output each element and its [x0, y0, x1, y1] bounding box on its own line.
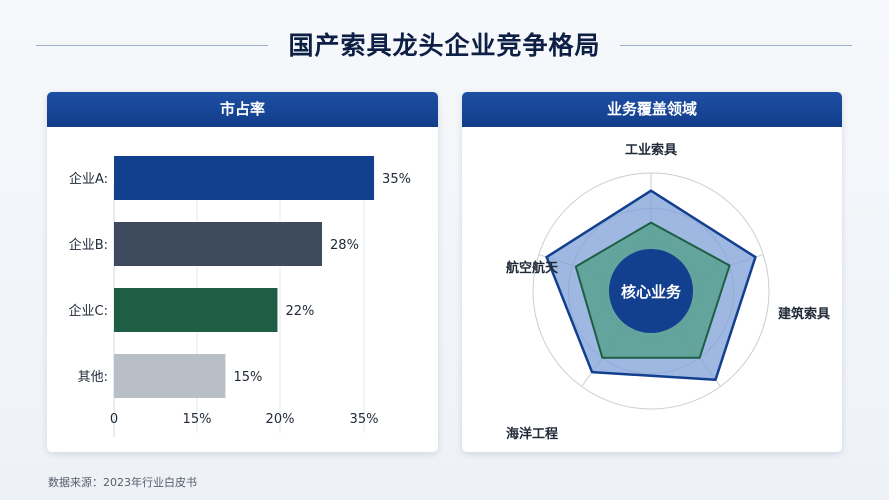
radar-axis-label-2: 建筑索具	[778, 306, 830, 322]
bar-category-label-1: 企业A:	[69, 171, 108, 187]
bar-3	[114, 288, 278, 332]
data-source-note: 数据来源：2023年行业白皮书	[48, 476, 197, 489]
market-share-bar-chart: 企业A: 35% 企业B: 28% 企业C: 22% 其他: 15% 0 15% 20% 35%	[69, 156, 411, 437]
radar-axis-label-1: 工业索具	[625, 142, 677, 158]
bar-value-label-4: 15%	[233, 370, 262, 385]
radar-center-label: 核心业务	[621, 283, 682, 301]
bar-1	[114, 156, 375, 200]
x-tick-label-2: 20%	[266, 412, 295, 427]
x-tick-label-3: 35%	[350, 412, 379, 427]
title-divider-right	[620, 45, 852, 46]
business-coverage-panel: 业务覆盖领域 核心业务工业索具建筑索具航空航天海洋工程航空航天	[462, 92, 842, 452]
market-share-header: 市占率	[47, 92, 438, 127]
business-coverage-radar-chart: 核心业务工业索具建筑索具航空航天海洋工程航空航天	[506, 142, 830, 442]
bar-4	[114, 354, 226, 398]
radar-axis-label-4: 海洋工程	[506, 426, 558, 442]
x-tick-label-1: 15%	[183, 412, 212, 427]
bar-category-label-3: 企业C:	[69, 303, 108, 319]
radar-center-circle	[609, 249, 693, 333]
radar-axis-label-5: 航空航天	[506, 260, 559, 276]
market-share-panel: 市占率 企业A: 35% 企业B: 28% 企业C: 22% 其他: 15% 0 15% 20% 35…	[47, 92, 438, 452]
page-title: 国产索具龙头企业竞争格局	[288, 31, 601, 60]
bar-category-label-2: 企业B:	[69, 237, 108, 253]
bar-value-label-1: 35%	[382, 172, 411, 187]
bar-category-label-4: 其他:	[78, 370, 108, 385]
x-tick-label-0: 0	[110, 412, 118, 427]
bar-value-label-3: 22%	[285, 304, 314, 319]
title-divider-left	[36, 45, 268, 46]
title-row: 国产索具龙头企业竞争格局	[0, 22, 889, 68]
bar-2	[114, 222, 323, 266]
bar-value-label-2: 28%	[330, 238, 359, 253]
business-coverage-header: 业务覆盖领域	[462, 92, 842, 127]
